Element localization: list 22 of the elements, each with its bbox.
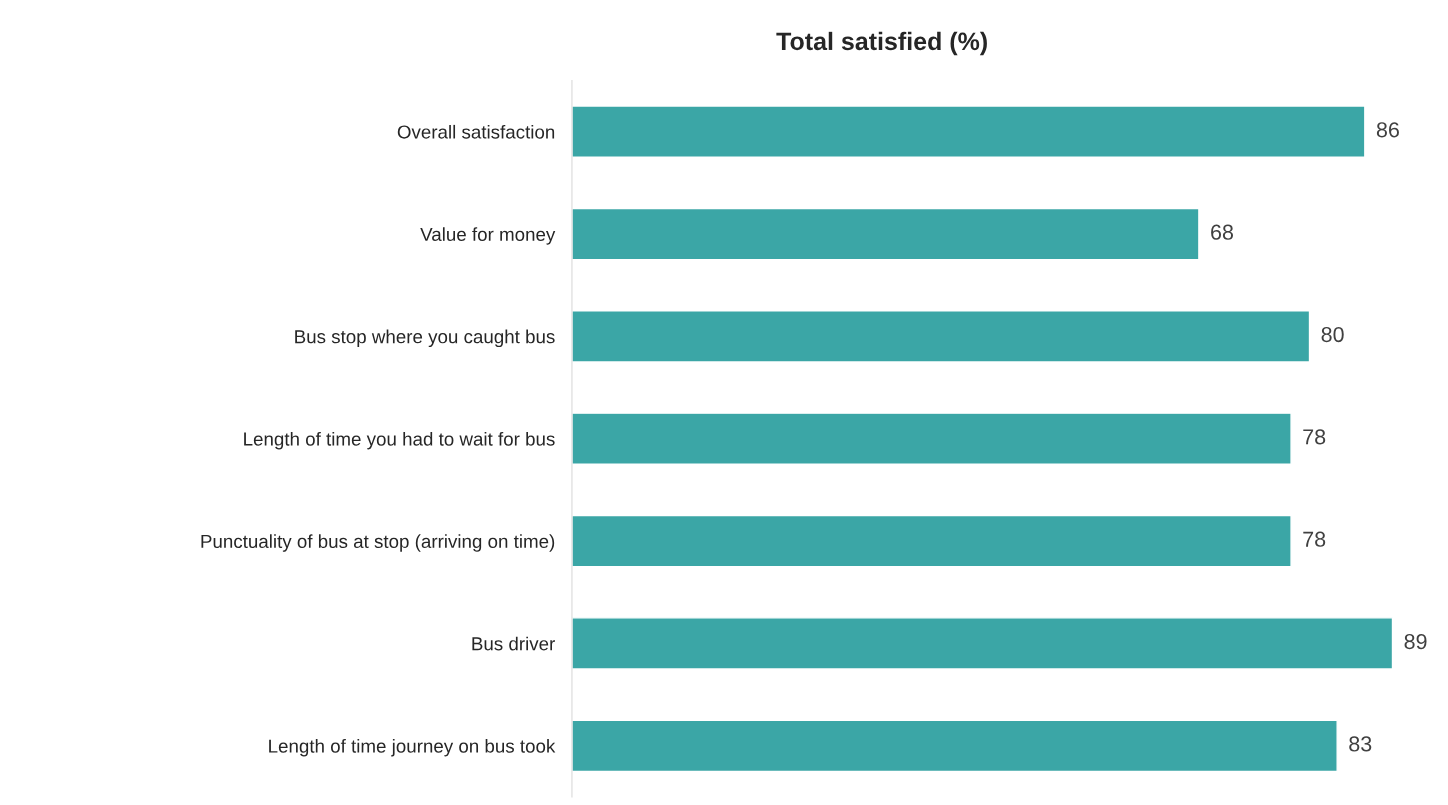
data-label: 89 <box>1404 633 1427 650</box>
bar <box>571 719 1338 773</box>
data-label: 83 <box>1349 736 1372 752</box>
data-label: 86 <box>1376 122 1399 138</box>
bar <box>571 105 1366 158</box>
bar <box>571 617 1394 670</box>
bar <box>571 207 1200 261</box>
data-label: 68 <box>1211 224 1233 240</box>
data-label: 78 <box>1303 531 1326 547</box>
bar <box>571 310 1311 363</box>
y-tick-label: Bus stop where you caught bus <box>295 329 555 348</box>
bar <box>571 412 1292 466</box>
y-tick-label: Length of time journey on bus took <box>269 738 556 757</box>
data-label: 78 <box>1303 429 1326 445</box>
y-tick-label: Value for money <box>420 227 556 245</box>
y-tick-label: Punctuality of bus at stop (arriving on time) <box>201 534 555 552</box>
chart-title: Total satisfied (%) <box>776 31 987 56</box>
y-tick-label: Bus driver <box>472 636 555 651</box>
bar <box>571 514 1292 568</box>
y-tick-label: Overall satisfaction <box>397 124 555 139</box>
y-tick-label: Length of time you had to wait for bus <box>244 431 555 450</box>
data-label: 80 <box>1321 326 1344 343</box>
